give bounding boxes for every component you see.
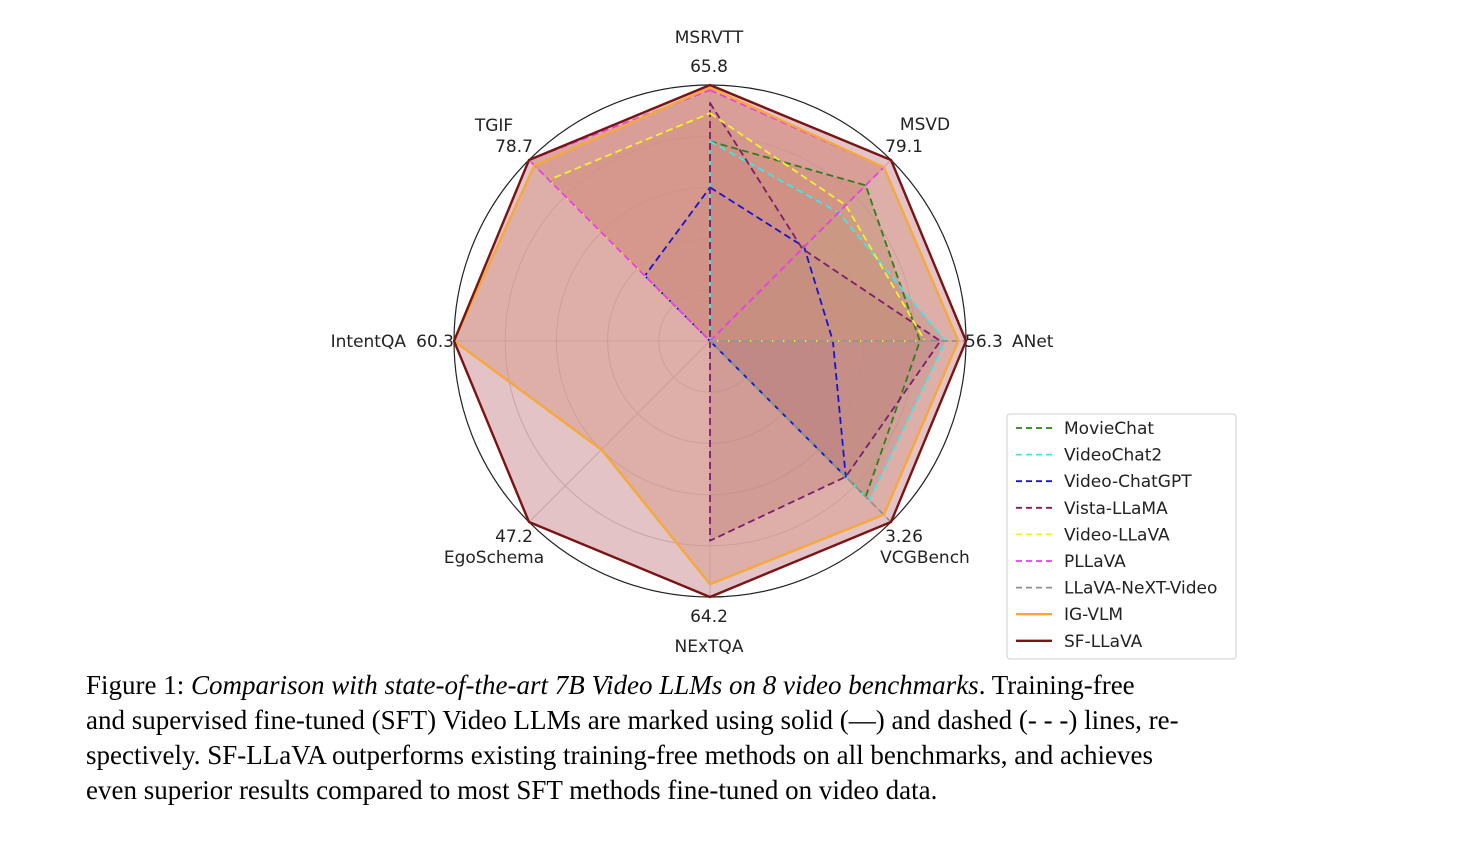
axis-max-msvd: 79.1 [885,137,923,157]
series-fill-pllava [529,90,884,341]
legend-label-video-llava: Video-LLaVA [1064,525,1170,545]
series-fill-videochat2 [710,141,946,501]
axis-max-intentqa: 60.3 [416,332,454,352]
legend: MovieChat VideoChat2 Video-ChatGPT Vista-LL… [1006,413,1237,660]
axis-max-msrvtt: 65.8 [690,57,728,77]
legend-label-ig-vlm: IG-VLM [1064,605,1123,625]
legend-label-pllava: PLLaVA [1064,552,1126,572]
legend-label-video-chatgpt: Video-ChatGPT [1064,472,1192,492]
legend-label-moviechat: MovieChat [1064,419,1154,439]
caption-figure-label: Figure 1: [86,670,185,700]
legend-label-llava-next-video: LLaVA-NeXT-Video [1064,579,1217,599]
series-line-moviechat [709,140,921,498]
axis-label-vcgbench: VCGBench [880,548,970,568]
axis-label-intentqa: IntentQA [331,332,407,352]
series-line-video-llava [548,112,926,342]
caption-line-2: and supervised fine-tuned (SFT) Video LL… [86,705,1179,735]
axis-label-msrvtt: MSRVTT [675,28,744,48]
series-line-videochat2 [709,140,947,502]
axis-max-anet: 56.3 [965,332,1003,352]
axis-max-tgif: 78.7 [495,137,533,157]
series-fill-video-chatgpt [644,187,846,477]
legend-label-sf-llava: SF-LLaVA [1064,632,1143,652]
axis-label-nextqa: NExTQA [675,637,744,657]
legend-box [1006,413,1237,660]
series-fill-video-llava [548,113,925,341]
series-line-ig-vlm [452,86,960,586]
legend-label-vista-llama: Vista-LLaMA [1064,499,1168,519]
caption-line-4: even superior results compared to most S… [86,775,938,805]
axis-label-anet: ANet [1012,332,1054,352]
series-fill-moviechat [710,141,920,497]
caption-title: Comparison with state-of-the-art 7B Vide… [191,670,979,700]
axis-max-vcgbench: 3.26 [885,527,923,547]
legend-label-videochat2: VideoChat2 [1064,446,1162,466]
series-fill-vista-llama [710,102,941,541]
figure-caption: Figure 1: Comparison with state-of-the-a… [86,668,1348,808]
axis-max-nextqa: 64.2 [690,607,728,627]
axis-label-egoschema: EgoSchema [444,548,544,568]
axis-label-tgif: TGIF [474,116,513,136]
series-line-sf-llava [452,83,968,599]
axis-max-egoschema: 47.2 [495,527,533,547]
caption-line-1: Figure 1: Comparison with state-of-the-a… [86,668,1348,703]
grid-spoke-egoschema [528,340,711,523]
caption-line-3: spectively. SF-LLaVA outperforms existin… [86,740,1153,770]
axis-label-msvd: MSVD [900,115,950,135]
caption-line-1-rest: . Training-free [978,670,1135,700]
series-lines [452,83,968,599]
